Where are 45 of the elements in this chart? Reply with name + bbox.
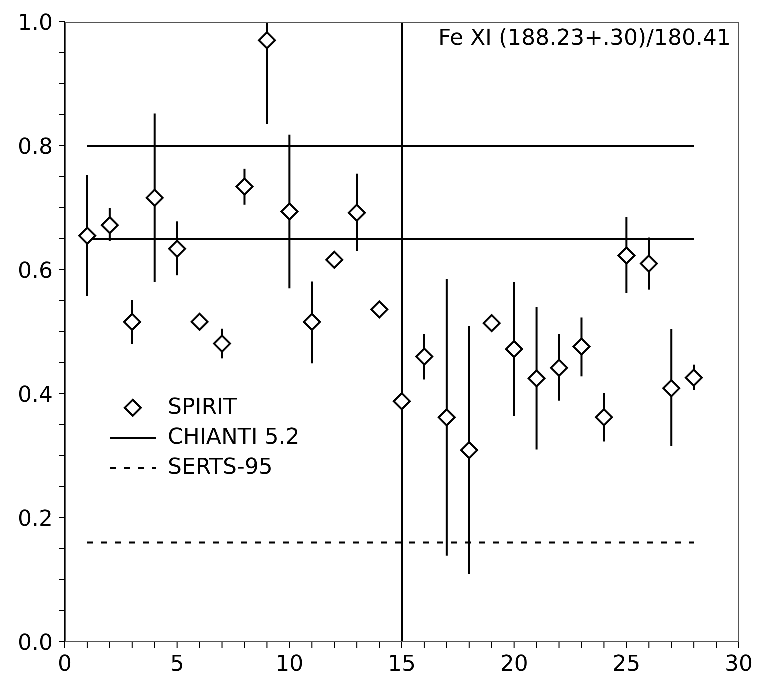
y-tick-label: 0.4	[18, 382, 53, 408]
x-tick-label: 10	[274, 652, 305, 678]
point	[303, 313, 322, 332]
point	[438, 408, 456, 427]
y-tick-label: 0.0	[18, 630, 53, 656]
legend-label: SPIRIT	[168, 394, 237, 422]
point	[595, 408, 614, 427]
point	[460, 441, 478, 460]
x-tick-label: 25	[612, 652, 642, 678]
legend-label: CHIANTI 5.2	[168, 424, 300, 452]
point	[146, 189, 164, 208]
point	[370, 300, 389, 319]
point	[572, 338, 591, 356]
point	[123, 313, 142, 332]
point	[618, 246, 636, 265]
point	[213, 334, 232, 353]
legend-label: SERTS-95	[168, 454, 273, 482]
point	[482, 314, 501, 332]
point	[393, 392, 411, 410]
point	[550, 358, 568, 377]
point	[190, 313, 209, 332]
point	[662, 379, 681, 398]
point	[258, 32, 276, 50]
point	[528, 370, 546, 388]
point	[348, 204, 366, 222]
chart-title: Fe XI (188.23+.30)/180.41	[438, 26, 731, 51]
x-tick-label: 15	[387, 652, 417, 678]
y-tick-label: 0.8	[18, 134, 53, 160]
y-tick-label: 0.2	[18, 506, 53, 532]
x-tick-label: 5	[169, 652, 186, 678]
point	[280, 202, 299, 221]
point	[78, 226, 96, 245]
x-tick-label: 20	[499, 652, 530, 678]
point	[326, 251, 344, 270]
point	[505, 340, 524, 358]
x-tick-label: 0	[58, 652, 72, 677]
point	[168, 240, 186, 258]
y-tick-label: 0.6	[18, 258, 53, 284]
point	[236, 178, 254, 196]
point	[100, 216, 119, 234]
y-tick-label: 1.0	[18, 10, 53, 36]
x-tick-label: 30	[724, 652, 754, 678]
point	[415, 348, 434, 366]
point	[685, 368, 704, 387]
point	[640, 254, 658, 273]
